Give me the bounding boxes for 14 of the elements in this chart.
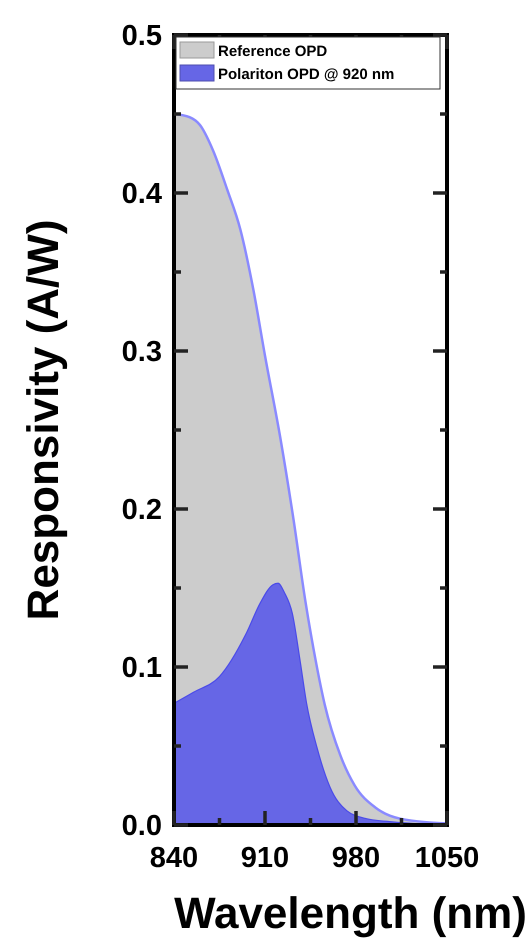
y-tick-label: 0.0 [122,810,162,842]
y-tick-label: 0.4 [122,178,162,210]
x-tick-label: 1050 [414,842,480,874]
y-tick-label: 0.2 [122,494,162,526]
x-tick-label: 910 [240,842,290,874]
x-axis-title: Wavelength (nm) [174,889,527,938]
y-tick-label: 0.1 [122,652,162,684]
y-axis-title: Responsivity (A/W) [19,220,68,620]
x-tick-label: 840 [150,842,198,874]
x-tick-label: 980 [332,842,380,874]
y-tick-label: 0.5 [122,20,162,52]
legend-label: Reference OPD [218,43,328,60]
legend-label: Polariton OPD @ 920 nm [218,66,394,83]
y-tick-label: 0.3 [122,336,162,368]
